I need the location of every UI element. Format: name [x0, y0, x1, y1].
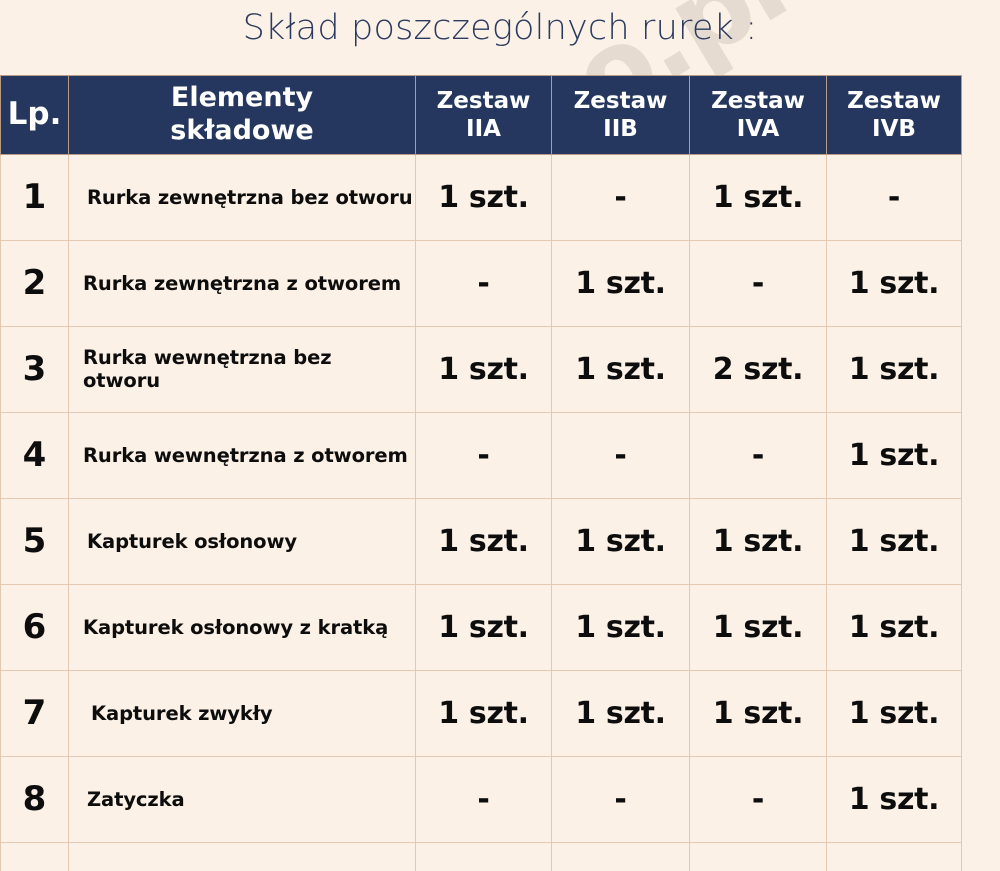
quantity-cell-ivb: 1 szt.: [826, 497, 962, 585]
quantity-cell-iia: -: [415, 239, 552, 327]
quantity-cell-iva: 1 szt.: [689, 497, 827, 585]
quantity-cell-iia: -: [415, 755, 552, 843]
quantity-cell-iib: 1 szt.: [551, 325, 690, 413]
column-header-set-iib-line2: IIB: [603, 115, 638, 142]
quantity-cell-iib: 1 szt.: [551, 497, 690, 585]
component-name-cell: Rurka zewnętrzna z otworem: [68, 239, 416, 327]
quantity-cell-iia: 1 szt.: [415, 583, 552, 671]
component-name-cell: Kapturek zwykły: [68, 669, 416, 757]
column-header-set-iva: Zestaw IVA: [689, 75, 827, 155]
row-index-cell: 7: [0, 669, 69, 757]
quantity-cell-iva: 1 szt.: [689, 583, 827, 671]
quantity-cell-iib: 1 szt.: [551, 841, 690, 871]
table-row: 7 Kapturek zwykły 1 szt. 1 szt. 1 szt. 1 szt.: [0, 669, 962, 757]
quantity-cell-iib: -: [551, 411, 690, 499]
table-row: 5 Kapturek osłonowy 1 szt. 1 szt. 1 szt. 1 sz…: [0, 497, 962, 585]
column-header-set-iib-line1: Zestaw: [573, 87, 668, 114]
quantity-cell-iia: 1 szt.: [415, 669, 552, 757]
component-name-cell: Kapturek osłonowy: [68, 497, 416, 585]
quantity-cell-iva: -: [689, 411, 827, 499]
quantity-cell-iia: 1 szt.: [415, 325, 552, 413]
quantity-cell-ivb: 1 szt.: [826, 411, 962, 499]
row-index-cell: 5: [0, 497, 69, 585]
component-name-cell: Rurka wewnętrzna z otworem: [68, 411, 416, 499]
row-index-cell: 9: [0, 841, 69, 871]
column-header-set-iia: Zestaw IIA: [415, 75, 552, 155]
quantity-cell-iib: -: [551, 755, 690, 843]
header-row: Lp. Elementy składowe Zestaw IIA Zestaw …: [0, 75, 962, 155]
table-row: 9Tasiemka mocująca1 szt.1 szt.1 szt.1 sz…: [0, 841, 962, 871]
quantity-cell-iia: 1 szt.: [415, 153, 552, 241]
quantity-cell-ivb: 1 szt.: [826, 239, 962, 327]
quantity-cell-ivb: 1 szt.: [826, 841, 962, 871]
composition-table-container: Lp. Elementy składowe Zestaw IIA Zestaw …: [0, 75, 962, 871]
page-title: Skład poszczególnych rurek :: [242, 8, 758, 48]
table-row: 4 Rurka wewnętrzna z otworem - - -1 szt.: [0, 411, 962, 499]
row-index-cell: 4: [0, 411, 69, 499]
table-row: 1 Rurka zewnętrzna bez otworu 1 szt. -1 szt…: [0, 153, 962, 241]
column-header-set-ivb-line2: IVB: [872, 115, 916, 142]
column-header-set-ivb-line1: Zestaw: [847, 87, 941, 114]
row-index-cell: 1: [0, 153, 69, 241]
component-name-cell: Rurka zewnętrzna bez otworu: [68, 153, 416, 241]
quantity-cell-ivb: -: [826, 153, 962, 241]
table-head: Lp. Elementy składowe Zestaw IIA Zestaw …: [0, 75, 962, 155]
quantity-cell-ivb: 1 szt.: [826, 755, 962, 843]
quantity-cell-iva: -: [689, 755, 827, 843]
quantity-cell-ivb: 1 szt.: [826, 669, 962, 757]
column-header-elements-line2: składowe: [170, 114, 314, 146]
column-header-set-iia-line1: Zestaw: [436, 87, 531, 114]
row-index-cell: 2: [0, 239, 69, 327]
table-row: 3 Rurka wewnętrzna bez otworu 1 szt. 1 szt.…: [0, 325, 962, 413]
column-header-set-iva-line2: IVA: [736, 115, 780, 142]
quantity-cell-iia: 1 szt.: [415, 497, 552, 585]
row-index-cell: 3: [0, 325, 69, 413]
table-row: 2 Rurka zewnętrzna z otworem -1 szt. -1 szt…: [0, 239, 962, 327]
quantity-cell-iib: -: [551, 153, 690, 241]
table-row: 8 Zatyczka - - -1 szt.: [0, 755, 962, 843]
component-name-cell: Kapturek osłonowy z kratką: [68, 583, 416, 671]
quantity-cell-iib: 1 szt.: [551, 669, 690, 757]
component-name-cell: Tasiemka mocująca: [68, 841, 416, 871]
quantity-cell-iib: 1 szt.: [551, 239, 690, 327]
column-header-elements: Elementy składowe: [68, 75, 416, 155]
row-index-cell: 6: [0, 583, 69, 671]
composition-table: Lp. Elementy składowe Zestaw IIA Zestaw …: [0, 75, 962, 871]
quantity-cell-iia: 1 szt.: [415, 841, 552, 871]
quantity-cell-iva: 1 szt.: [689, 669, 827, 757]
quantity-cell-ivb: 1 szt.: [826, 325, 962, 413]
column-header-set-ivb: Zestaw IVB: [826, 75, 962, 155]
table-row: 6 Kapturek osłonowy z kratką 1 szt. 1 szt. 1…: [0, 583, 962, 671]
quantity-cell-iva: 1 szt.: [689, 841, 827, 871]
table-body: 1 Rurka zewnętrzna bez otworu 1 szt. -1 szt…: [0, 153, 962, 871]
column-header-lp: Lp.: [0, 75, 69, 155]
column-header-set-iia-line2: IIA: [466, 115, 501, 142]
row-index-cell: 8: [0, 755, 69, 843]
column-header-elements-line1: Elementy: [170, 82, 314, 113]
component-name-cell: Rurka wewnętrzna bez otworu: [68, 325, 416, 413]
quantity-cell-iia: -: [415, 411, 552, 499]
quantity-cell-iib: 1 szt.: [551, 583, 690, 671]
quantity-cell-ivb: 1 szt.: [826, 583, 962, 671]
column-header-set-iva-line1: Zestaw: [711, 87, 805, 114]
column-header-set-iib: Zestaw IIB: [551, 75, 690, 155]
component-name-cell: Zatyczka: [68, 755, 416, 843]
quantity-cell-iva: 2 szt.: [689, 325, 827, 413]
quantity-cell-iva: -: [689, 239, 827, 327]
quantity-cell-iva: 1 szt.: [689, 153, 827, 241]
